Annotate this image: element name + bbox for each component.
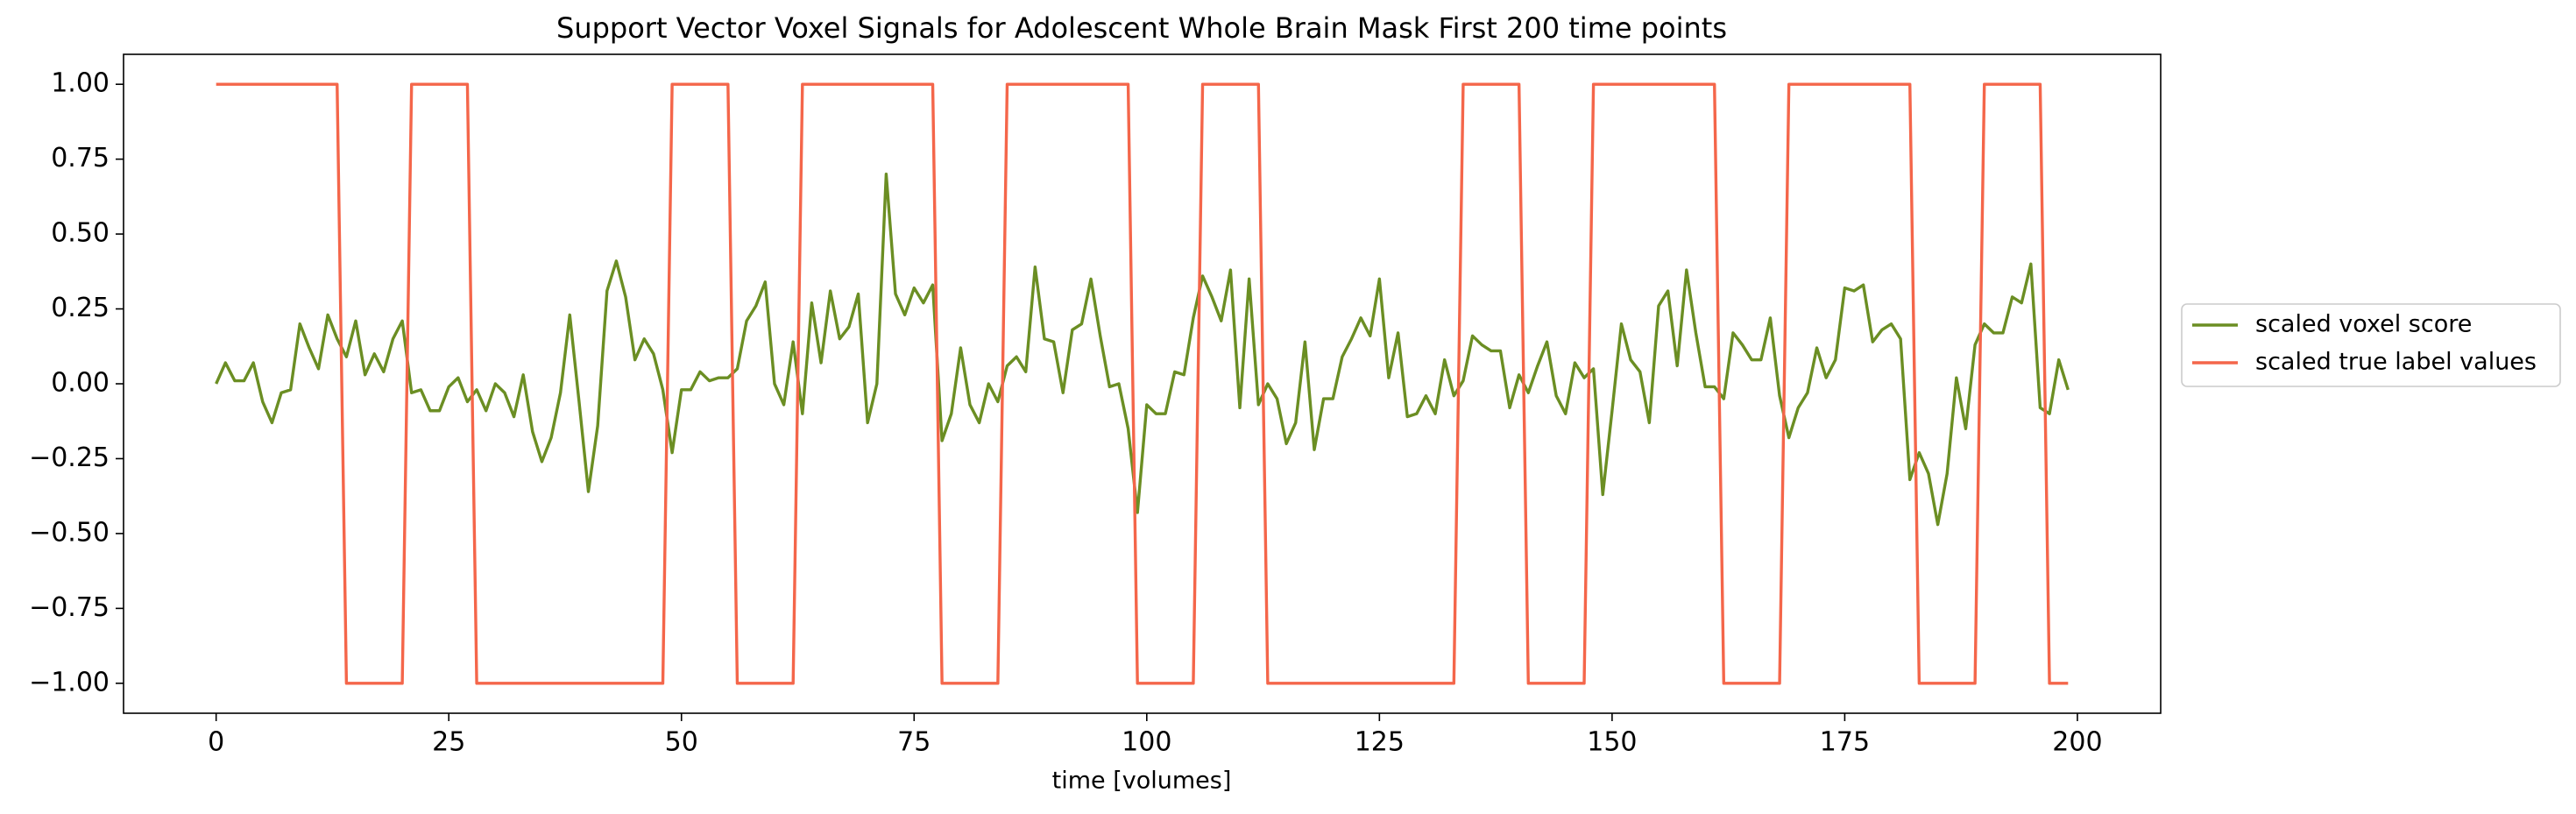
y-tick-label: 0.00 [51, 368, 110, 399]
x-tick-label: 200 [2052, 727, 2102, 758]
legend-box [2181, 303, 2561, 387]
x-tick-label: 100 [1122, 727, 1171, 758]
y-tick-label: 0.75 [51, 143, 110, 173]
x-tick-label: 25 [432, 727, 465, 758]
plot-frame [123, 53, 2162, 714]
x-axis-label: time [volumes] [1052, 768, 1232, 795]
y-tick-label: 0.50 [51, 218, 110, 249]
x-tick-label: 0 [208, 727, 224, 758]
y-tick-label: 1.00 [51, 68, 110, 99]
data-line [215, 173, 2070, 527]
x-tick-label: 150 [1587, 727, 1637, 758]
y-tick-label: −0.50 [29, 517, 110, 548]
x-tick-label: 50 [665, 727, 698, 758]
y-tick-label: −0.25 [29, 442, 110, 473]
y-tick-label: 0.25 [51, 293, 110, 323]
legend-label: scaled true label values [2255, 349, 2537, 376]
y-tick-label: −0.75 [29, 592, 110, 623]
y-tick-label: −1.00 [29, 667, 110, 697]
data-line [216, 82, 2069, 685]
legend-label: scaled voxel score [2255, 311, 2472, 338]
chart-title: Support Vector Voxel Signals for Adolesc… [556, 11, 1727, 45]
x-tick-label: 175 [1820, 727, 1870, 758]
x-tick-label: 125 [1355, 727, 1405, 758]
x-tick-label: 75 [897, 727, 931, 758]
